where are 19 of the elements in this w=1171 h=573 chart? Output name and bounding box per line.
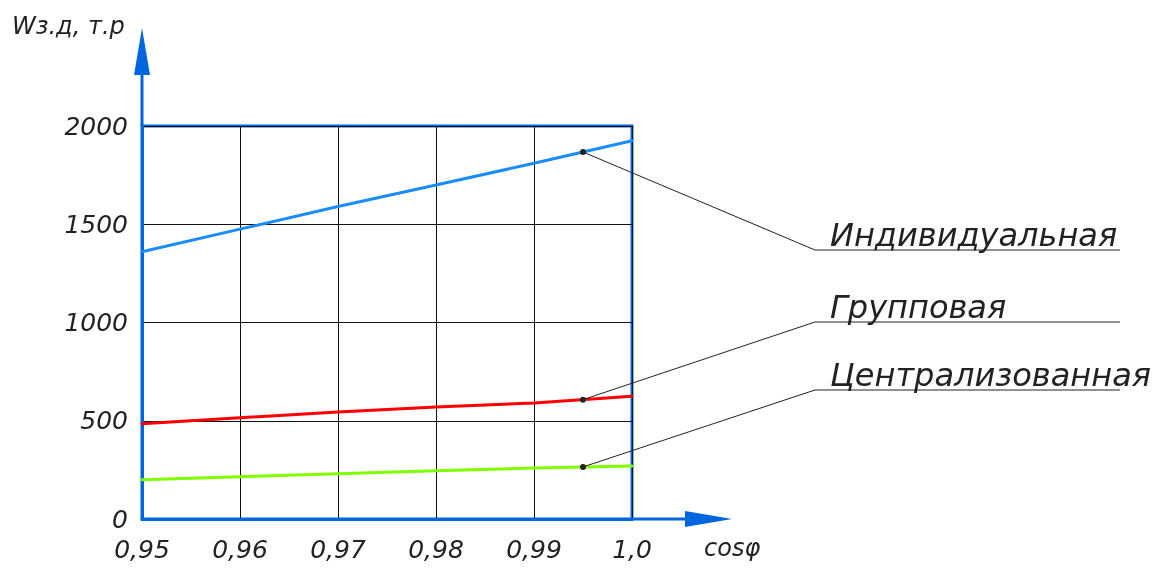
text: Групповая <box>830 288 1007 326</box>
x-tick-label: 1,0 <box>612 535 652 564</box>
x-tick-label: 0,98 <box>408 535 464 564</box>
text: Централизованная <box>830 356 1152 394</box>
y-tick-label: 2000 <box>64 111 128 141</box>
x-axis-title: cosφ <box>704 534 761 562</box>
y-tick-label: 1500 <box>64 209 128 239</box>
line-series <box>140 139 634 254</box>
y-tick-label: 500 <box>80 406 128 436</box>
line-series <box>140 394 634 426</box>
x-tick-label: 0,96 <box>212 535 268 564</box>
y-tick-label: 0 <box>112 504 128 534</box>
x-tick-label: 0,99 <box>506 535 562 564</box>
x-tick-label: 0,97 <box>310 535 366 564</box>
x-tick-label: 0,95 <box>114 535 170 564</box>
line-series <box>140 464 634 482</box>
text: Индивидуальная <box>830 216 1118 254</box>
y-tick-label: 1000 <box>64 308 128 337</box>
y-axis-title: Wз.д, т.р <box>12 12 125 40</box>
